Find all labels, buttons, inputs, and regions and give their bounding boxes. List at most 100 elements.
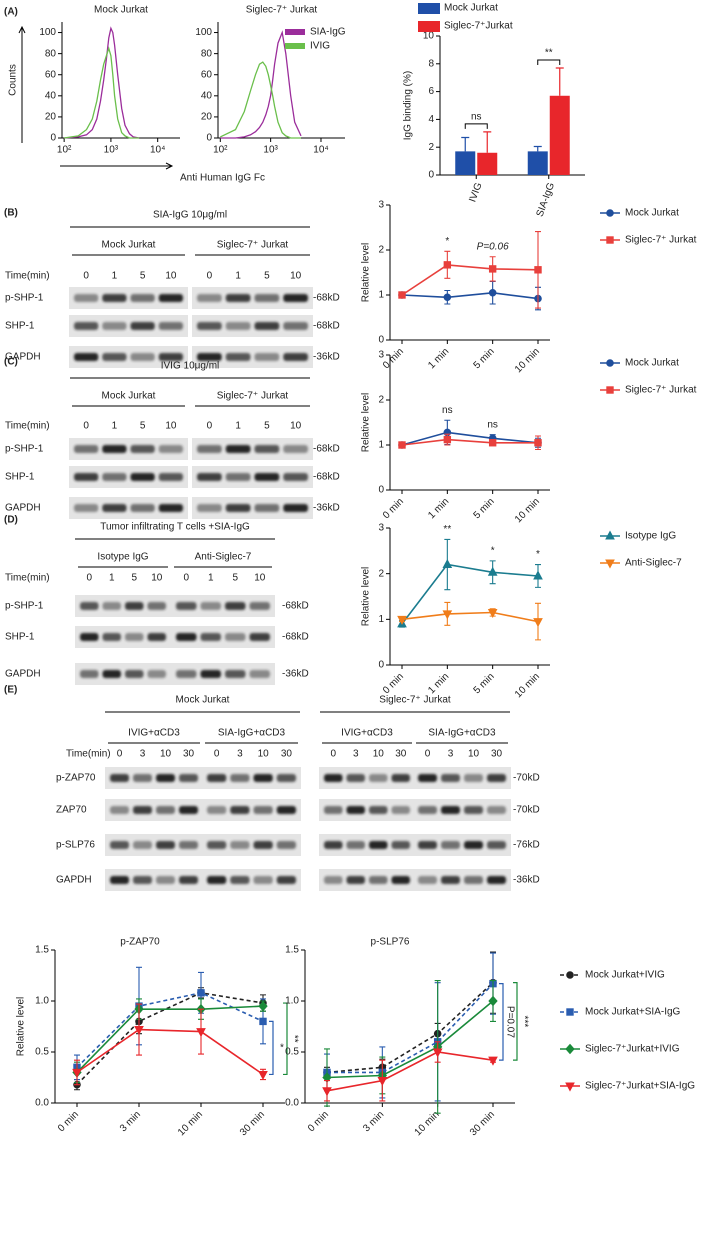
y-tick-label: 80 xyxy=(45,48,57,59)
band xyxy=(441,841,460,849)
membrane xyxy=(319,869,511,891)
annotation: ** xyxy=(288,1035,299,1043)
legend-label: Siglec-7⁺Jurkat xyxy=(444,21,513,32)
lane-label: 1 xyxy=(235,421,241,432)
bar xyxy=(549,95,570,175)
x-tick-label: 10 min xyxy=(513,346,542,375)
legend-marker xyxy=(606,209,614,217)
x-tick-label: 10 min xyxy=(513,671,542,700)
band xyxy=(369,876,388,884)
band xyxy=(110,841,129,849)
y-axis-label: Relative level xyxy=(361,393,372,452)
size-label: -36kD xyxy=(313,352,340,363)
band xyxy=(74,445,99,453)
band xyxy=(130,445,155,453)
band xyxy=(276,774,296,782)
band xyxy=(283,353,308,361)
membrane xyxy=(105,834,301,856)
band xyxy=(197,504,222,512)
y-tick-label: 1.5 xyxy=(285,945,299,956)
size-label: -68kD xyxy=(313,472,340,483)
band xyxy=(487,806,506,814)
x-tick-label: 1 min xyxy=(426,346,451,371)
panel-label: (A) xyxy=(4,7,18,18)
band xyxy=(464,841,483,849)
band xyxy=(418,876,437,884)
error-bar xyxy=(533,145,542,152)
x-tick-label: 10 min xyxy=(176,1109,205,1138)
band xyxy=(346,774,365,782)
band xyxy=(418,774,437,782)
lane-label: 0 xyxy=(117,749,123,760)
time-label: Time(min) xyxy=(5,421,50,432)
band xyxy=(130,353,155,361)
bracket xyxy=(537,59,561,65)
marker xyxy=(487,608,498,619)
marker xyxy=(488,265,497,273)
blot-title: Mock Jurkat xyxy=(176,695,230,706)
row-label: SHP-1 xyxy=(5,632,35,643)
band xyxy=(179,841,198,849)
annotation: ns xyxy=(487,419,498,430)
band xyxy=(207,841,227,849)
series-line xyxy=(76,991,264,1086)
lane-label: 3 xyxy=(448,749,454,760)
band xyxy=(102,322,127,330)
membrane xyxy=(69,497,188,519)
x-tick-label: 3 min xyxy=(118,1109,143,1134)
series-line xyxy=(76,1028,264,1076)
size-label: -70kD xyxy=(513,773,540,784)
y-tick-label: 2 xyxy=(428,142,434,153)
band xyxy=(391,774,410,782)
band xyxy=(102,633,121,641)
band xyxy=(324,841,343,849)
band xyxy=(133,876,152,884)
marker xyxy=(442,558,453,569)
membrane xyxy=(69,438,188,460)
band xyxy=(369,774,388,782)
band xyxy=(249,670,270,678)
band xyxy=(197,473,222,481)
row-label: p-SHP-1 xyxy=(5,293,44,304)
annotation: * xyxy=(536,549,540,560)
lane-label: 0 xyxy=(214,749,220,760)
y-tick-label: 20 xyxy=(45,112,57,123)
band xyxy=(225,670,246,678)
marker xyxy=(488,439,497,447)
band xyxy=(225,353,251,361)
y-tick-label: 100 xyxy=(195,27,212,38)
panel-label: (C) xyxy=(4,357,18,368)
lane-label: 1 xyxy=(235,271,241,282)
band xyxy=(225,504,251,512)
blot-group: IVIG+αCD3 xyxy=(128,728,180,739)
band xyxy=(125,602,144,610)
band xyxy=(102,504,127,512)
band xyxy=(225,322,251,330)
lane-label: 0 xyxy=(183,573,189,584)
lane-label: 10 xyxy=(165,271,177,282)
band xyxy=(225,473,251,481)
legend-marker xyxy=(566,971,574,979)
marker xyxy=(259,1017,267,1026)
series-line xyxy=(401,264,539,296)
band xyxy=(200,602,221,610)
y-tick-label: 3 xyxy=(378,200,384,211)
band xyxy=(156,774,175,782)
legend-marker xyxy=(606,386,614,394)
y-tick-label: 1.0 xyxy=(285,996,299,1007)
x-axis-label: Anti Human IgG Fc xyxy=(180,173,265,184)
panel-label: (E) xyxy=(4,685,17,696)
membrane xyxy=(75,595,275,617)
membrane xyxy=(192,287,313,309)
band xyxy=(133,841,152,849)
band xyxy=(197,445,222,453)
x-tick-label: 30 min xyxy=(238,1109,267,1138)
membrane xyxy=(69,346,188,368)
membrane xyxy=(319,799,511,821)
series-line xyxy=(401,563,539,625)
y-tick-label: 60 xyxy=(201,69,213,80)
lane-label: 1 xyxy=(112,421,118,432)
lane-label: 0 xyxy=(83,271,89,282)
annotation: ns xyxy=(442,405,453,416)
